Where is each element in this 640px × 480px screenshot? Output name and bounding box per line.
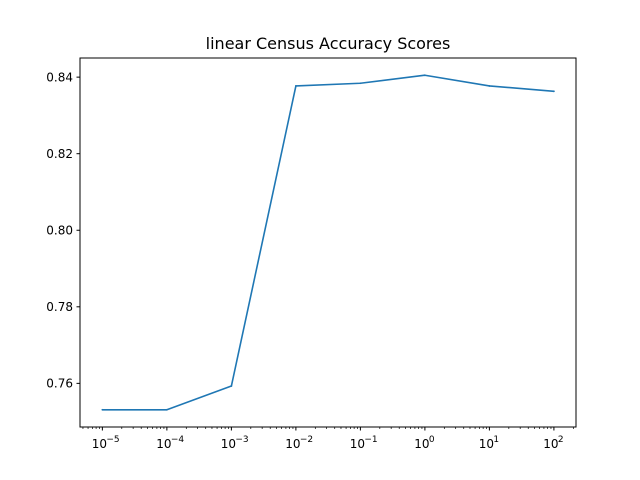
- y-tick-label: 0.78: [46, 300, 73, 314]
- x-tick-label: 10: [92, 437, 107, 451]
- x-tick-exponent: −4: [171, 435, 185, 445]
- plot-area: 10 −5 10 −4 10 −3 10 −2 10 −1 10 0 10 1 10 20.760.780.8…: [46, 57, 577, 451]
- x-tick-exponent: −1: [364, 435, 377, 445]
- plot-frame: [79, 57, 577, 428]
- x-tick-label: 10: [414, 437, 429, 451]
- x-tick-label: 10: [350, 437, 365, 451]
- data-point: [553, 90, 555, 93]
- data-point: [488, 85, 491, 87]
- x-tick-label: 10: [543, 437, 558, 451]
- series-line-0: [102, 74, 554, 411]
- data-point: [101, 408, 104, 411]
- x-tick-label: 10: [221, 437, 236, 451]
- x-tick-exponent: 1: [493, 435, 499, 445]
- x-tick-exponent: −2: [300, 435, 313, 445]
- x-tick-exponent: 0: [429, 435, 435, 445]
- x-tick-exponent: 2: [558, 435, 564, 445]
- y-tick-label: 0.84: [46, 70, 73, 84]
- y-tick-label: 0.80: [46, 224, 73, 238]
- data-point: [424, 74, 426, 77]
- chart-title: linear Census Accuracy Scores: [206, 34, 451, 53]
- x-tick-exponent: −5: [106, 435, 119, 445]
- data-point: [294, 85, 297, 87]
- x-tick-label: 10: [479, 437, 494, 451]
- x-tick-label: 10: [156, 437, 171, 451]
- y-tick-label: 0.82: [46, 147, 73, 161]
- data-point: [359, 82, 362, 85]
- data-point: [165, 408, 168, 411]
- data-point: [230, 385, 233, 387]
- y-tick-label: 0.76: [46, 377, 73, 391]
- x-tick-exponent: −3: [235, 435, 248, 445]
- x-tick-label: 10: [285, 437, 300, 451]
